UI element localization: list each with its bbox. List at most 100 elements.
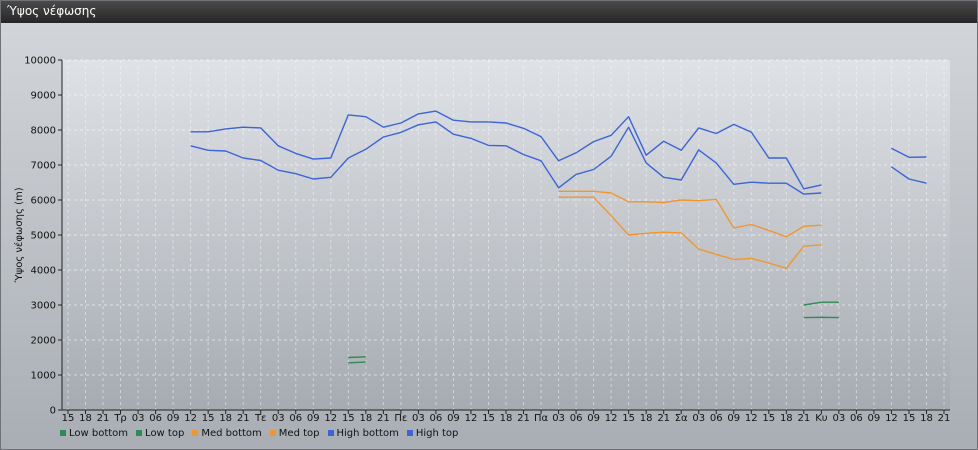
x-tick-label: 18 <box>500 413 513 424</box>
series-line <box>190 110 822 190</box>
y-tick-label: 3000 <box>31 301 56 312</box>
series-line <box>558 190 822 238</box>
x-tick-label: 06 <box>710 413 723 424</box>
legend-label: Low bottom <box>69 427 129 439</box>
y-tick-label: 4000 <box>31 266 56 277</box>
y-tick-label: 0 <box>50 406 56 417</box>
y-tick-label: 9000 <box>31 91 56 102</box>
legend-swatch <box>327 430 334 436</box>
x-tick-label: 18 <box>780 413 793 424</box>
x-tick-label: 21 <box>97 413 110 424</box>
series-med-bottom <box>558 196 822 269</box>
series-low-bottom <box>348 316 839 364</box>
series-med-top <box>558 190 822 238</box>
x-tick-label: 09 <box>167 413 180 424</box>
y-tick-label: 1000 <box>31 371 56 382</box>
x-tick-label: 06 <box>850 413 863 424</box>
x-tick-label: 03 <box>132 413 145 424</box>
series-low-top <box>348 301 839 359</box>
x-tick-label: 03 <box>552 413 565 424</box>
x-tick-label: 09 <box>727 413 740 424</box>
x-tick-label: 03 <box>833 413 846 424</box>
x-tick-label: 15 <box>202 413 215 424</box>
x-tick-label: 09 <box>868 413 881 424</box>
x-tick-label: 21 <box>657 413 670 424</box>
y-axis-label: Ύψος νέφωσης (m) <box>13 187 25 283</box>
legend-label: High top <box>415 427 459 439</box>
legend-item: Med bottom <box>192 426 262 440</box>
x-tick-label: 21 <box>797 413 810 424</box>
x-tick-label: 18 <box>920 413 933 424</box>
x-tick-label: 06 <box>570 413 583 424</box>
x-tick-label: 18 <box>359 413 372 424</box>
x-tick-label: Πα <box>534 413 549 424</box>
y-axis: 0 1000 2000 3000 4000 5000 6000 7000 8000 9000 100… <box>24 56 62 417</box>
legend-item: High top <box>406 426 459 440</box>
y-tick-label: 6000 <box>31 196 56 207</box>
legend-item: High bottom <box>327 426 399 440</box>
legend-swatch <box>192 430 199 436</box>
legend-item: Med top <box>269 426 320 440</box>
series-line <box>891 147 927 159</box>
series-line <box>803 301 839 306</box>
series-line <box>348 356 366 359</box>
x-tick-label: 06 <box>430 413 443 424</box>
legend: Low bottom Low top Med bottom Med top High b… <box>60 426 458 440</box>
x-tick-label: 21 <box>517 413 530 424</box>
x-tick-label: Τε <box>254 413 267 424</box>
title-bar: Ύψος νέφωσης <box>1 1 977 23</box>
legend-item: Low top <box>136 426 184 440</box>
series-group <box>190 110 927 364</box>
x-tick-label: 18 <box>640 413 653 424</box>
x-tick-label: Πε <box>394 413 407 424</box>
legend-label: Low top <box>145 427 185 439</box>
x-tick-label: 15 <box>62 413 75 424</box>
x-tick-label: 15 <box>622 413 635 424</box>
y-tick-label: 8000 <box>31 126 56 137</box>
y-tick-label: 7000 <box>31 161 56 172</box>
x-tick-label: 15 <box>903 413 916 424</box>
legend-item: Low bottom <box>60 426 128 440</box>
x-tick-label: 15 <box>342 413 355 424</box>
grid <box>62 59 950 410</box>
x-tick-label: 15 <box>762 413 775 424</box>
x-tick-label: Σα <box>675 413 688 424</box>
x-tick-label: 12 <box>184 413 197 424</box>
x-tick-label: 03 <box>272 413 285 424</box>
y-tick-label: 2000 <box>31 336 56 347</box>
y-tick-label: 10000 <box>24 56 56 67</box>
x-tick-label: 12 <box>885 413 898 424</box>
x-tick-label: 06 <box>289 413 302 424</box>
legend-swatch <box>136 430 143 436</box>
series-line <box>190 121 822 195</box>
legend-label: High bottom <box>336 427 399 439</box>
legend-swatch <box>60 430 66 436</box>
x-tick-label: Κυ <box>815 413 828 424</box>
x-tick-label: 09 <box>587 413 600 424</box>
x-tick-label: 12 <box>745 413 758 424</box>
legend-swatch <box>269 430 276 436</box>
x-axis: 15 18 21 Τρ 03 06 09 12 15 18 21 Τε 03 06 09 12 15 18 21 Πε… <box>62 410 951 424</box>
x-tick-label: 12 <box>324 413 337 424</box>
series-high-bottom <box>190 121 927 195</box>
window-title: Ύψος νέφωσης <box>7 4 97 18</box>
series-line <box>348 361 366 364</box>
legend-label: Med bottom <box>201 427 262 439</box>
series-line <box>558 196 822 269</box>
series-high-top <box>190 110 927 190</box>
x-tick-label: 03 <box>692 413 705 424</box>
x-tick-label: 21 <box>237 413 250 424</box>
x-tick-label: 03 <box>412 413 425 424</box>
x-tick-label: 09 <box>447 413 460 424</box>
x-tick-label: 12 <box>465 413 478 424</box>
x-tick-label: 06 <box>149 413 162 424</box>
x-tick-label: 15 <box>482 413 495 424</box>
x-tick-label: 21 <box>377 413 390 424</box>
x-tick-label: 18 <box>219 413 232 424</box>
x-tick-label: 21 <box>938 413 951 424</box>
y-tick-label: 5000 <box>31 231 56 242</box>
x-tick-label: 12 <box>605 413 618 424</box>
legend-label: Med top <box>278 427 320 439</box>
x-tick-label: Τρ <box>113 413 126 424</box>
